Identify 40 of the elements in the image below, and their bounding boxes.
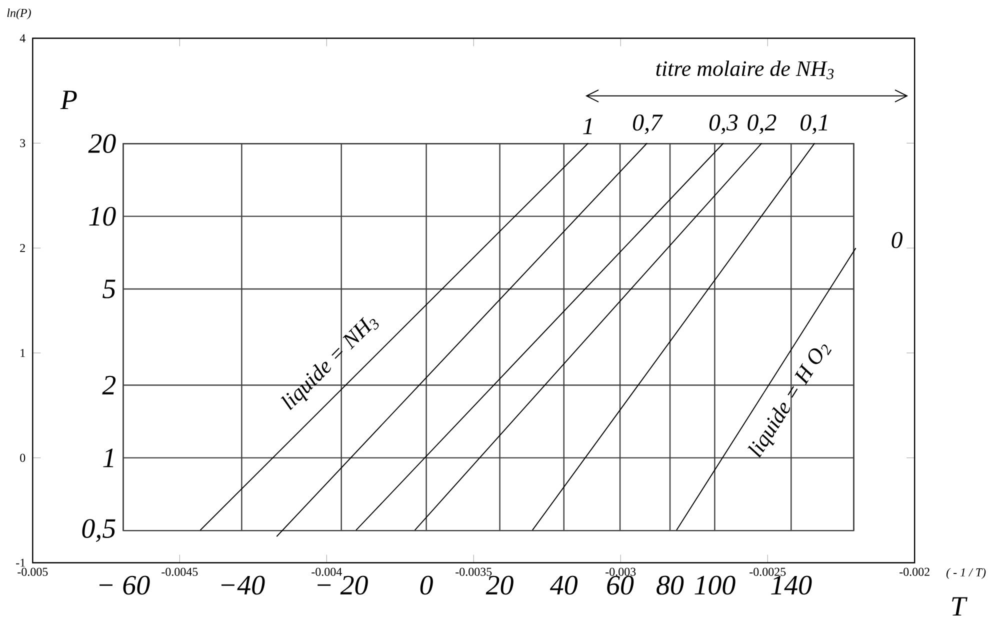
y2-tick-label: 1 bbox=[103, 448, 114, 467]
y2-tick-label: 5 bbox=[102, 280, 116, 298]
y-tick-label: -1 bbox=[16, 558, 25, 567]
y-tick-label: 0 bbox=[20, 454, 26, 462]
x-tick-label: -0.005 bbox=[18, 568, 48, 576]
series-label: 0,3 bbox=[709, 114, 738, 134]
y2-tick-label: 2 bbox=[102, 376, 116, 394]
text: −40 bbox=[221, 576, 265, 595]
x-axis-title: ( - 1 / T) bbox=[946, 568, 986, 579]
text: − 60 bbox=[99, 576, 150, 595]
y-tick-label: 4 bbox=[20, 34, 26, 42]
y-tick-label: 2 bbox=[20, 244, 25, 252]
annotation: titre molaire de NH$_{3}$ bbox=[656, 60, 834, 80]
y-tick-label: 3 bbox=[20, 139, 26, 148]
x-tick-label: -0.004 bbox=[312, 568, 342, 576]
text: 20 bbox=[486, 576, 514, 595]
y2-axis-title: P bbox=[60, 90, 77, 109]
text: 140 bbox=[771, 576, 812, 595]
series-label: 0 bbox=[892, 232, 903, 248]
x-tick-label: -0.002 bbox=[900, 568, 930, 576]
y-axis-title: ln(P) bbox=[7, 8, 31, 20]
text: − 20 bbox=[318, 576, 368, 595]
series-label: 0,1 bbox=[800, 114, 828, 134]
y2-tick-label: 20 bbox=[88, 134, 116, 153]
x-tick-label: -0.0035 bbox=[456, 568, 492, 576]
y2-tick-label: 0,5 bbox=[82, 518, 116, 542]
series-label: 1 bbox=[583, 118, 592, 134]
text: 60 bbox=[607, 576, 634, 595]
text: 100 bbox=[694, 576, 736, 595]
x-tick-label: -0.0025 bbox=[750, 568, 786, 576]
x-tick-label: -0.003 bbox=[606, 568, 636, 576]
y2-tick-label: 10 bbox=[89, 206, 116, 226]
series-label: 0,7 bbox=[633, 114, 663, 134]
text: 80 bbox=[656, 576, 684, 595]
text: 0 bbox=[420, 576, 433, 595]
x-tick-label: -0.0045 bbox=[162, 568, 198, 576]
text: 40 bbox=[550, 576, 578, 595]
y-tick-label: 1 bbox=[20, 348, 25, 357]
series-label: 0,2 bbox=[748, 114, 776, 134]
text: T bbox=[952, 597, 968, 616]
